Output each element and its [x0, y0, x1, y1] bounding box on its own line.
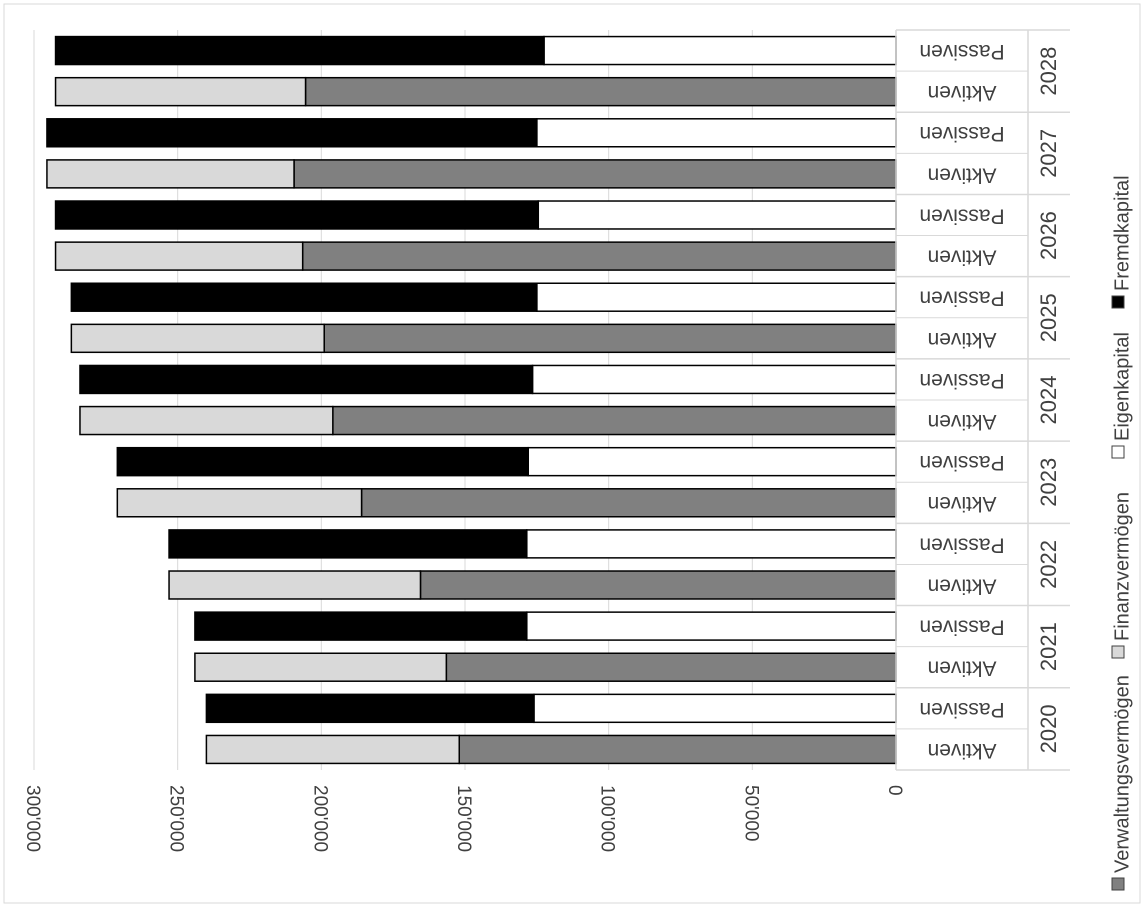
- category-label-passiven: Passiven: [919, 204, 1004, 227]
- bar-segment: [458, 734, 897, 765]
- category-label-passiven: Passiven: [919, 533, 1004, 556]
- bar-segment: [323, 323, 897, 354]
- legend-item: Fremdkapital: [1111, 175, 1133, 309]
- bar-segment: [205, 734, 461, 765]
- year-label: 2024: [1036, 376, 1061, 425]
- category-label-passiven: Passiven: [919, 451, 1004, 474]
- bar-segment: [116, 446, 529, 477]
- bar-segment: [194, 611, 528, 641]
- legend-swatch: [1111, 645, 1125, 659]
- bar-segment: [536, 282, 897, 312]
- tick-label: 100'000: [597, 785, 618, 852]
- year-label: 2026: [1036, 211, 1061, 260]
- bar-segment: [54, 35, 545, 66]
- category-label-passiven: Passiven: [919, 40, 1004, 63]
- category-label-passiven: Passiven: [919, 698, 1004, 721]
- bar-segment: [526, 529, 897, 559]
- legend-item: Finanzvermögen: [1111, 492, 1133, 659]
- bar-segment: [46, 118, 538, 148]
- bar-segment: [527, 446, 897, 477]
- bar-segment: [54, 200, 540, 230]
- legend-swatch: [1111, 445, 1125, 459]
- bar-segment: [301, 241, 897, 271]
- bar-segment: [70, 282, 538, 312]
- legend-label: Finanzvermögen: [1111, 492, 1133, 641]
- category-label-passiven: Passiven: [919, 369, 1004, 392]
- year-label: 2028: [1036, 47, 1061, 96]
- category-label-aktiven: Aktiven: [928, 574, 997, 597]
- category-label-aktiven: Aktiven: [928, 81, 997, 104]
- bar-segment: [205, 693, 535, 724]
- bar-segment: [419, 570, 897, 600]
- tick-label: 150'000: [453, 785, 474, 852]
- category-label-aktiven: Aktiven: [928, 163, 997, 186]
- tick-label: 250'000: [166, 785, 187, 852]
- bar-segment: [332, 405, 897, 436]
- bar-segment: [293, 159, 897, 189]
- bar-segment: [543, 35, 897, 66]
- legend-label: Verwaltungsvermögen: [1111, 675, 1133, 873]
- bar-segment: [46, 159, 295, 189]
- bar-segment: [526, 611, 897, 641]
- plot-area: 0 50'000 100'000 150'000 200'000 250'000 300'0…: [22, 29, 1133, 891]
- bar-segment: [116, 488, 363, 518]
- category-label-aktiven: Aktiven: [928, 739, 997, 762]
- legend-swatch: [1111, 295, 1125, 309]
- tick-label: 0: [884, 785, 905, 796]
- year-label: 2021: [1036, 622, 1061, 671]
- tick-label: 50'000: [740, 785, 761, 841]
- bar-segment: [445, 652, 897, 682]
- category-axis: Aktiven Passiven Aktiven Passiven Aktiven Pas…: [895, 29, 1070, 771]
- category-label-passiven: Passiven: [919, 122, 1004, 145]
- bar-segment: [304, 76, 897, 107]
- bar-segment: [194, 652, 448, 682]
- category-label-aktiven: Aktiven: [928, 246, 997, 269]
- bar-segment: [79, 405, 334, 436]
- legend-item: Verwaltungsvermögen: [1111, 675, 1133, 891]
- bar-segment: [79, 364, 534, 395]
- year-label: 2023: [1036, 458, 1061, 507]
- year-label: 2025: [1036, 293, 1061, 342]
- tick-label: 200'000: [309, 785, 330, 852]
- bar-segment: [70, 323, 325, 354]
- category-label-aktiven: Aktiven: [928, 410, 997, 433]
- legend: Verwaltungsvermögen Finanzvermögen Eigenka…: [1111, 175, 1133, 891]
- legend-label: Eigenkapital: [1111, 332, 1133, 441]
- legend-label: Fremdkapital: [1111, 175, 1133, 291]
- legend-swatch: [1111, 877, 1125, 891]
- tick-label: 300'000: [22, 785, 43, 852]
- bar-segment: [54, 76, 307, 107]
- legend-item: Eigenkapital: [1111, 332, 1133, 459]
- bar-segment: [531, 364, 897, 395]
- bar-segment: [168, 529, 528, 559]
- year-label: 2020: [1036, 704, 1061, 753]
- bar-segment: [168, 570, 422, 600]
- category-label-passiven: Passiven: [919, 616, 1004, 639]
- bar-segment: [54, 241, 304, 271]
- bar-segment: [360, 488, 897, 518]
- bar-segment: [533, 693, 897, 724]
- bar-segment: [536, 118, 897, 148]
- bar-segment: [537, 200, 897, 230]
- category-label-passiven: Passiven: [919, 287, 1004, 310]
- year-label: 2022: [1036, 540, 1061, 589]
- category-label-aktiven: Aktiven: [928, 657, 997, 680]
- category-label-aktiven: Aktiven: [928, 492, 997, 515]
- year-label: 2027: [1036, 129, 1061, 178]
- category-label-aktiven: Aktiven: [928, 328, 997, 351]
